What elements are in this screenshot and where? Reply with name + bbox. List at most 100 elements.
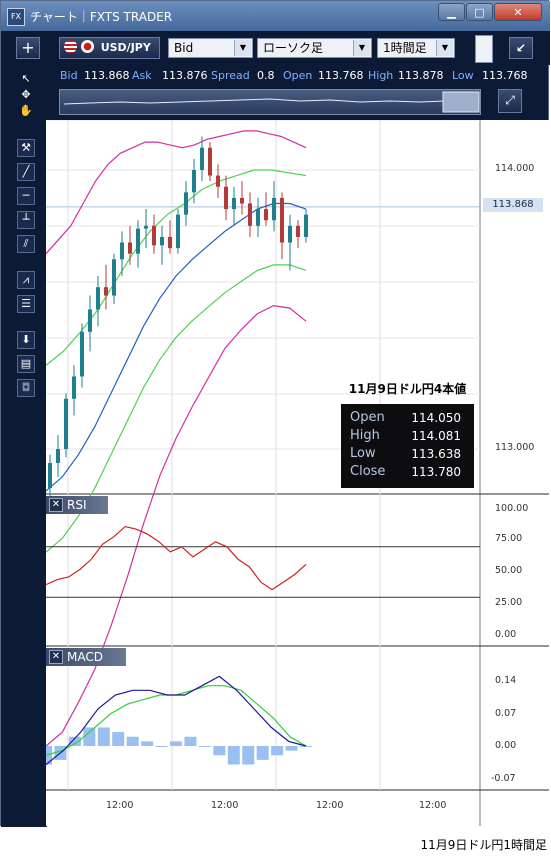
maximize-button[interactable]: □ bbox=[466, 3, 493, 21]
candle-body bbox=[184, 192, 188, 215]
symbol-label: USD/JPY bbox=[100, 41, 151, 54]
macd-histogram-bar bbox=[83, 727, 96, 746]
macd-histogram-bar bbox=[285, 746, 298, 751]
chart-navigator[interactable] bbox=[59, 89, 481, 115]
candle-body bbox=[72, 376, 76, 399]
ask-label: Ask bbox=[132, 69, 152, 82]
drawing-toolbar: ↖ ✥ ✋ ⚒ ╱ ─ ┴ ⫽ ⩘ ☰ ⬇ ▤ ◘ bbox=[1, 65, 47, 827]
toolbar-scroll-button[interactable] bbox=[475, 35, 493, 63]
macd-histogram-bar bbox=[256, 746, 269, 760]
macd-histogram-bar bbox=[300, 746, 312, 747]
ohlc-open-label: Open bbox=[350, 410, 385, 425]
ohlc-high-label: High bbox=[350, 428, 380, 443]
symbol-selector[interactable]: USD/JPY bbox=[59, 37, 160, 59]
camera-icon[interactable]: ◘ bbox=[17, 379, 35, 397]
macd-histogram-bar bbox=[170, 741, 182, 746]
spread-value: 0.8 bbox=[257, 69, 275, 82]
chevron-down-icon: ▼ bbox=[436, 40, 453, 56]
ohlc-open-value: 114.050 bbox=[411, 411, 461, 425]
crosshair-icon[interactable]: ✥ bbox=[21, 88, 31, 101]
macd-tick: 0.07 bbox=[495, 708, 517, 719]
chart-type-select[interactable]: ローソク足 ▼ bbox=[257, 38, 372, 58]
high-label: High bbox=[368, 69, 394, 82]
rsi-tick: 50.00 bbox=[495, 565, 523, 576]
chevron-down-icon: ▼ bbox=[353, 40, 370, 56]
ohlc-high-value: 114.081 bbox=[411, 429, 461, 443]
vertical-line-icon[interactable]: ┴ bbox=[17, 211, 35, 229]
macd-panel-label: ✕ MACD bbox=[46, 648, 126, 666]
chart-type-value: ローソク足 bbox=[263, 41, 324, 55]
timeframe-value: 1時間足 bbox=[383, 41, 427, 55]
candle-body bbox=[48, 462, 52, 489]
rsi-tick: 75.00 bbox=[495, 533, 523, 544]
chevron-down-icon: ▼ bbox=[234, 40, 251, 56]
line-icon[interactable]: ╱ bbox=[17, 163, 35, 181]
macd-tick: 0.00 bbox=[495, 740, 517, 751]
close-icon[interactable]: ✕ bbox=[49, 650, 63, 664]
channel-icon[interactable]: ⫽ bbox=[17, 235, 35, 253]
candle-body bbox=[280, 197, 284, 243]
text-icon[interactable]: ☰ bbox=[17, 295, 35, 313]
rsi-tick: 100.00 bbox=[495, 503, 529, 514]
figure-caption: 11月9日ドル円1時間足 bbox=[420, 838, 547, 852]
jp-flag-icon bbox=[80, 40, 94, 53]
add-chart-button[interactable]: + bbox=[16, 37, 40, 59]
candle-body bbox=[224, 186, 228, 210]
current-price-tag: 113.868 bbox=[483, 198, 543, 212]
navigator-sparkline bbox=[63, 91, 480, 113]
macd-title: MACD bbox=[67, 650, 103, 664]
macd-histogram-bar bbox=[227, 746, 240, 765]
candle-body bbox=[64, 398, 68, 449]
open-value: 113.768 bbox=[318, 69, 364, 82]
bid-label: Bid bbox=[60, 69, 78, 82]
candle-body bbox=[88, 309, 92, 332]
rsi-tick: 0.00 bbox=[495, 629, 517, 640]
candle-body bbox=[128, 242, 132, 254]
price-side-select[interactable]: Bid ▼ bbox=[168, 38, 253, 58]
macd-histogram-bar bbox=[155, 746, 168, 747]
minimize-button[interactable]: ▁ bbox=[438, 3, 465, 21]
low-label: Low bbox=[452, 69, 474, 82]
ohlc-annotation: 11月9日ドル円4本値 Open 114.050 High 114.081 Lo… bbox=[341, 380, 474, 488]
cursor-icon[interactable]: ↖ bbox=[21, 72, 31, 85]
macd-histogram-bar bbox=[112, 732, 125, 746]
app-icon: FX bbox=[7, 8, 25, 26]
candle-body bbox=[56, 449, 60, 463]
candle-body bbox=[96, 287, 100, 310]
candle-body bbox=[256, 209, 260, 226]
rsi-title: RSI bbox=[67, 498, 87, 512]
ohlc-box: Open 114.050 High 114.081 Low 113.638 Cl… bbox=[341, 404, 474, 488]
close-icon[interactable]: ✕ bbox=[49, 498, 63, 512]
horizontal-line-icon[interactable]: ─ bbox=[17, 187, 35, 205]
expand-button[interactable]: ↙ bbox=[509, 37, 533, 59]
quote-bar: Bid 113.868 Ask 113.876 Spread 0.8 Open … bbox=[1, 65, 550, 87]
bollinger-upper-outer-line bbox=[45, 130, 307, 255]
high-value: 113.878 bbox=[398, 69, 444, 82]
macd-histogram-bar bbox=[198, 746, 211, 747]
candle-body bbox=[248, 203, 252, 226]
candle-body bbox=[120, 242, 124, 260]
candle-body bbox=[240, 197, 244, 204]
navigator-expand-button[interactable]: ⤢ bbox=[498, 89, 522, 113]
list-icon[interactable]: ▤ bbox=[17, 355, 35, 373]
candle-body bbox=[168, 236, 172, 249]
title-bar[interactable]: FX チャート｜FXTS TRADER ▁ □ ✕ bbox=[1, 1, 550, 31]
low-value: 113.768 bbox=[482, 69, 528, 82]
fibonacci-icon[interactable]: ⩘ bbox=[17, 271, 35, 289]
ohlc-close-label: Close bbox=[350, 464, 386, 479]
download-icon[interactable]: ⬇ bbox=[17, 331, 35, 349]
close-button[interactable]: ✕ bbox=[494, 3, 542, 21]
us-flag-icon bbox=[64, 40, 77, 53]
candle-body bbox=[216, 175, 220, 187]
hand-icon[interactable]: ✋ bbox=[19, 104, 33, 117]
candle-body bbox=[192, 170, 196, 193]
price-side-value: Bid bbox=[174, 41, 194, 55]
chart-canvas[interactable] bbox=[40, 119, 549, 826]
moving-average-line bbox=[45, 202, 307, 492]
candle-body bbox=[112, 259, 116, 296]
macd-tick: 0.14 bbox=[495, 675, 517, 686]
macd-histogram-bar bbox=[68, 736, 81, 746]
candle-body bbox=[80, 331, 84, 377]
trendline-icon[interactable]: ⚒ bbox=[17, 139, 35, 157]
timeframe-select[interactable]: 1時間足 ▼ bbox=[377, 38, 455, 58]
